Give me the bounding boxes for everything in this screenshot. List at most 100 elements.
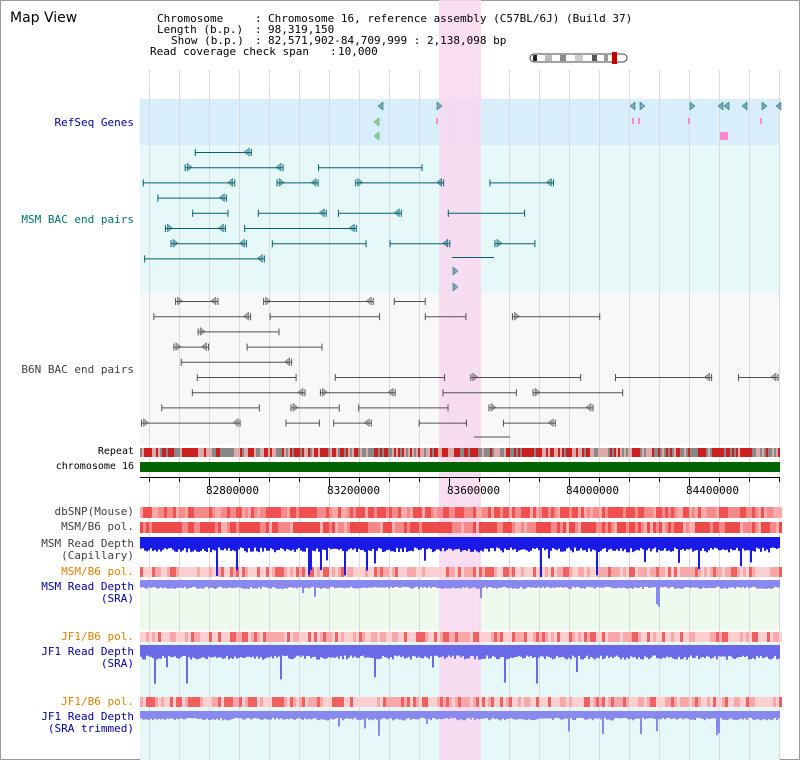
polymorphism-cell — [329, 522, 332, 533]
repeat-element — [522, 448, 524, 457]
read-depth-bar — [400, 537, 402, 549]
read-depth-bar — [474, 645, 476, 660]
read-depth-bar — [424, 711, 426, 719]
track-label-b6n-bac[interactable]: B6N BAC end pairs — [21, 363, 134, 376]
read-depth-bar — [480, 645, 482, 660]
read-depth-bar — [468, 711, 470, 718]
track-label-jf1-b6-pol-2[interactable]: JF1/B6 pol. — [61, 695, 134, 708]
read-depth-bar — [258, 645, 260, 659]
polymorphism-cell — [629, 522, 632, 533]
track-label-dbsnp[interactable]: dbSNP(Mouse) — [54, 505, 134, 518]
polymorphism-cell — [779, 522, 782, 533]
repeat-element — [648, 448, 650, 457]
read-depth-bar — [296, 711, 298, 719]
track-label-repeat[interactable]: Repeat — [97, 446, 134, 457]
polymorphism-cell — [740, 567, 743, 577]
read-depth-bar — [228, 645, 230, 660]
read-depth-bar — [530, 711, 532, 721]
polymorphism-cell — [170, 632, 173, 642]
track-label-jf1-depth-sra[interactable]: JF1 Read Depth — [41, 645, 134, 658]
polymorphism-cell — [263, 507, 266, 518]
read-depth-bar — [218, 711, 220, 721]
repeat-element — [594, 448, 596, 457]
repeat-element — [346, 448, 348, 457]
polymorphism-cell — [770, 567, 773, 577]
read-depth-bar — [602, 537, 604, 549]
polymorphism-cell — [368, 567, 371, 577]
read-depth-bar — [566, 711, 568, 719]
polymorphism-cell — [452, 522, 455, 533]
read-depth-bar — [300, 645, 302, 657]
read-depth-bar — [772, 580, 774, 589]
read-depth-bar — [644, 711, 646, 720]
read-depth-bar — [314, 711, 316, 719]
polymorphism-cell — [152, 697, 155, 707]
repeat-element — [504, 448, 506, 457]
repeat-element — [612, 448, 614, 457]
polymorphism-cell — [347, 697, 350, 707]
polymorphism-cell — [740, 507, 743, 518]
polymorphism-cell — [647, 697, 650, 707]
read-depth-bar — [236, 645, 238, 659]
polymorphism-cell — [377, 507, 380, 518]
read-depth-bar — [292, 711, 294, 720]
read-depth-bar — [148, 711, 150, 720]
polymorphism-cell — [581, 567, 584, 577]
read-depth-bar — [438, 711, 440, 719]
polymorphism-cell — [587, 522, 590, 533]
polymorphism-cell — [611, 697, 614, 707]
read-depth-bar — [668, 537, 670, 551]
track-label-msm-depth-sra[interactable]: MSM Read Depth — [41, 580, 134, 593]
polymorphism-cell — [152, 522, 155, 533]
read-depth-bar — [596, 537, 598, 576]
polymorphism-cell — [572, 522, 575, 533]
track-label-refseq[interactable]: RefSeq Genes — [54, 116, 134, 129]
read-depth-bar — [642, 537, 644, 550]
track-label-msm-b6-pol-2[interactable]: MSM/B6 pol. — [61, 565, 134, 578]
track-label-jf1-depth-trim[interactable]: JF1 Read Depth — [41, 710, 134, 723]
read-depth-bar — [200, 537, 202, 551]
read-depth-bar — [204, 711, 206, 720]
polymorphism-cell — [287, 567, 290, 577]
read-depth-bar — [496, 711, 498, 719]
read-depth-bar — [774, 537, 776, 549]
read-depth-bar — [564, 580, 566, 587]
polymorphism-cell — [626, 632, 629, 642]
polymorphism-cell — [473, 567, 476, 577]
track-label-msm-bac[interactable]: MSM BAC end pairs — [21, 213, 134, 226]
read-depth-bar — [448, 711, 450, 720]
track-label-jf1-b6-pol[interactable]: JF1/B6 pol. — [61, 630, 134, 643]
read-depth-bar — [272, 580, 274, 588]
read-depth-bar — [418, 645, 420, 657]
read-depth-bar — [660, 711, 662, 720]
polymorphism-cell — [764, 697, 767, 707]
track-label-msm-depth-cap[interactable]: MSM Read Depth — [41, 537, 134, 550]
read-depth-bar — [568, 645, 570, 658]
track-label-msm-b6-pol[interactable]: MSM/B6 pol. — [61, 520, 134, 533]
read-depth-bar — [386, 645, 388, 658]
read-depth-bar — [700, 537, 702, 551]
polymorphism-cell — [722, 507, 725, 518]
repeat-element — [262, 448, 264, 457]
polymorphism-cell — [509, 632, 512, 642]
read-depth-bar — [402, 645, 404, 657]
polymorphism-cell — [737, 522, 740, 533]
repeat-element — [444, 448, 446, 457]
read-depth-bar — [476, 537, 478, 552]
read-depth-bar — [246, 645, 248, 657]
read-depth-bar — [406, 711, 408, 719]
polymorphism-cell — [149, 632, 152, 642]
read-depth-bar — [380, 711, 382, 720]
read-depth-bar — [256, 537, 258, 552]
read-depth-bar — [172, 645, 174, 657]
read-depth-bar — [634, 711, 636, 720]
polymorphism-cell — [557, 697, 560, 707]
read-depth-bar — [434, 645, 436, 656]
repeat-element — [274, 448, 276, 457]
read-depth-bar — [248, 537, 250, 549]
track-label-chromosome[interactable]: chromosome 16 — [55, 461, 134, 472]
bac-end-glyph — [278, 177, 285, 187]
polymorphism-cell — [662, 507, 665, 518]
polymorphism-cell — [464, 567, 467, 577]
